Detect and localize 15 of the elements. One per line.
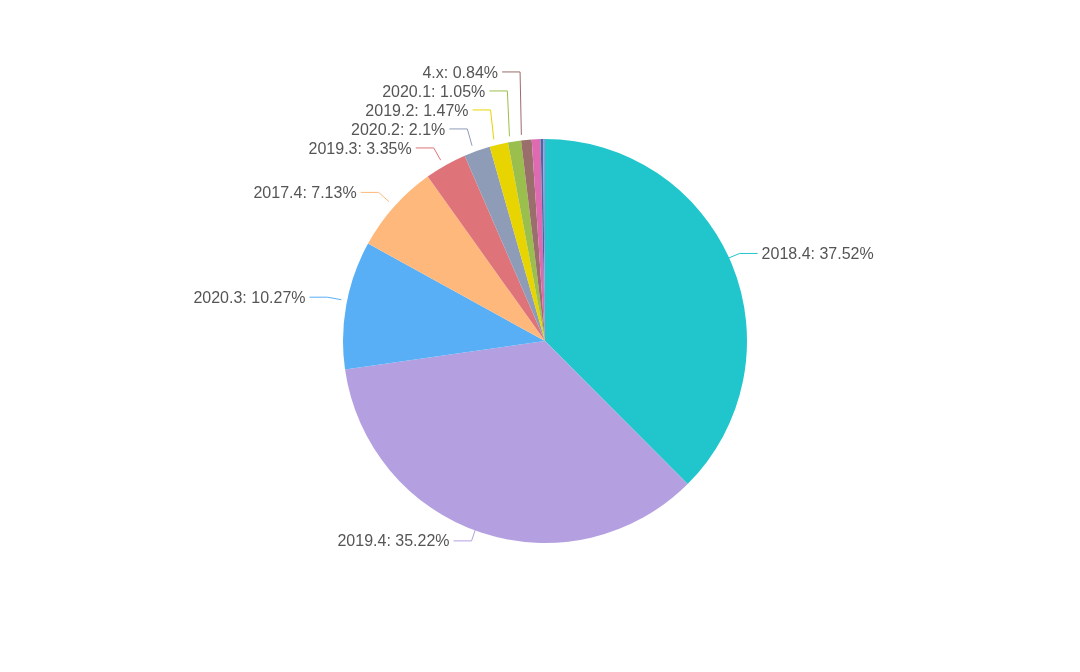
pie-slice bbox=[368, 176, 545, 341]
pie-slice bbox=[464, 146, 545, 341]
slice-label: 4.x: 0.84% bbox=[422, 63, 499, 81]
slice-label: 2017.4: 7.13% bbox=[253, 183, 357, 201]
slice-label: 2019.3: 3.35% bbox=[308, 139, 412, 157]
slice-label: 2020.2: 2.1% bbox=[351, 120, 446, 138]
slice-label: 2018.4: 37.52% bbox=[761, 245, 874, 263]
pie-slice bbox=[489, 142, 545, 341]
slice-label: 2019.4: 35.22% bbox=[337, 532, 450, 550]
pie-slice bbox=[507, 140, 545, 341]
pie-slice bbox=[343, 243, 545, 370]
slice-label: 2020.1: 1.05% bbox=[382, 82, 486, 100]
slice-label: 2020.3: 10.27% bbox=[193, 288, 306, 306]
pie-slice bbox=[427, 155, 545, 341]
slice-label: 2019.2: 1.47% bbox=[365, 101, 469, 119]
